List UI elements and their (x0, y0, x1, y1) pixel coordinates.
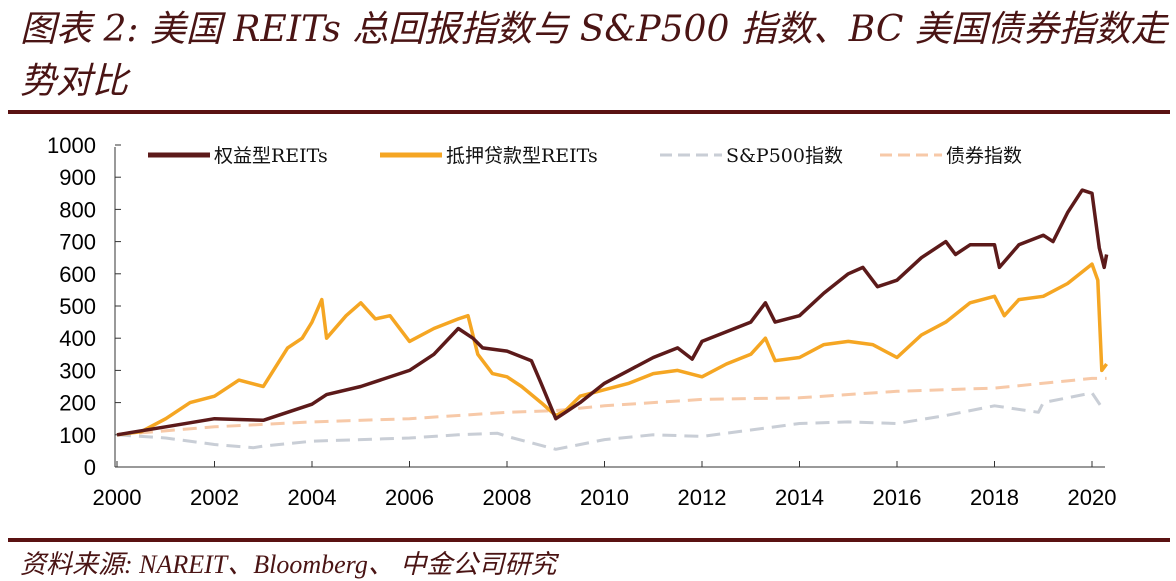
legend-item-0: 权益型REITs (148, 145, 328, 167)
x-tick-label: 2018 (970, 485, 1019, 510)
x-tick-label: 2020 (1068, 485, 1117, 510)
legend-label: 权益型REITs (214, 145, 328, 167)
x-tick-label: 2002 (190, 485, 239, 510)
series-line-2 (116, 391, 1104, 451)
y-tick-label: 1000 (47, 133, 96, 158)
y-tick-label: 100 (59, 423, 96, 448)
legend-item-2: S&P500指数 (660, 145, 843, 167)
x-tick-label: 2000 (93, 485, 142, 510)
source-note: 资料来源: NAREIT、Bloomberg、 中金公司研究 (20, 550, 557, 579)
x-tick-label: 2014 (775, 485, 824, 510)
legend-item-1: 抵押贷款型REITs (380, 145, 598, 167)
y-tick-label: 300 (59, 358, 96, 383)
x-tick-label: 2016 (873, 485, 922, 510)
x-tick-label: 2006 (385, 485, 434, 510)
series-line-1 (116, 262, 1108, 437)
y-tick-label: 900 (59, 165, 96, 190)
series-line-0 (116, 188, 1109, 437)
y-tick-label: 200 (59, 391, 96, 416)
title-divider (8, 110, 1170, 114)
y-tick-label: 0 (84, 455, 96, 480)
legend-label: 抵押贷款型REITs (446, 145, 598, 167)
y-tick-label: 700 (59, 230, 96, 255)
x-tick-label: 2008 (483, 485, 532, 510)
y-tick-label: 400 (59, 326, 96, 351)
chart-title: 图表 2: 美国 REITs 总回报指数与 S&P500 指数、BC 美国债券指… (20, 9, 1167, 102)
x-tick-label: 2010 (580, 485, 629, 510)
legend-label: S&P500指数 (726, 145, 843, 167)
x-tick-label: 2004 (288, 485, 337, 510)
legend-label: 债券指数 (946, 145, 1022, 167)
series-line-3 (116, 376, 1107, 437)
y-tick-label: 600 (59, 262, 96, 287)
x-tick-label: 2012 (678, 485, 727, 510)
y-tick-label: 800 (59, 197, 96, 222)
footer-divider (8, 538, 1170, 542)
y-tick-label: 500 (59, 294, 96, 319)
legend-item-3: 债券指数 (880, 145, 1022, 167)
